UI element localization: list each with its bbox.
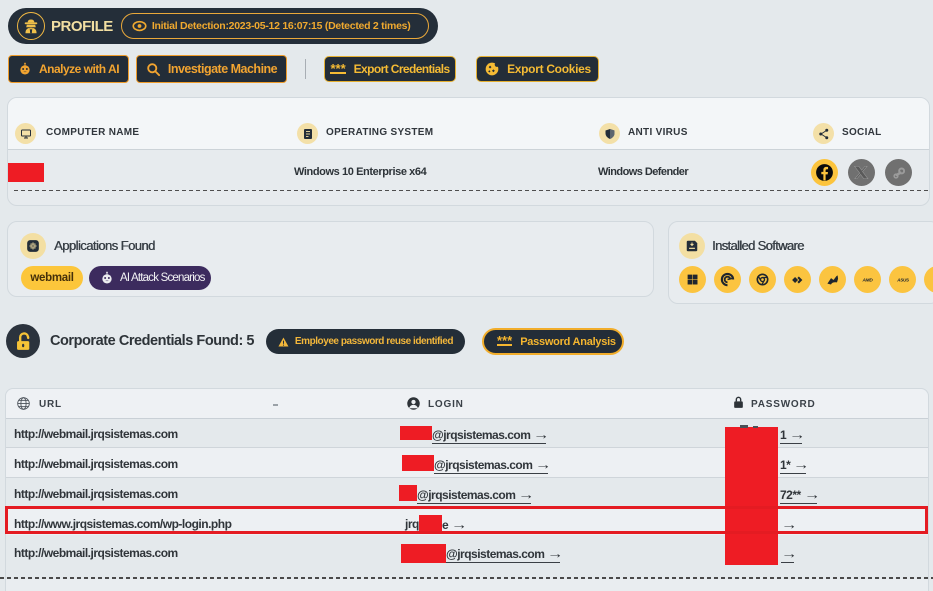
svg-text:ASUS: ASUS xyxy=(896,278,909,283)
svg-text:AMD: AMD xyxy=(861,278,873,284)
